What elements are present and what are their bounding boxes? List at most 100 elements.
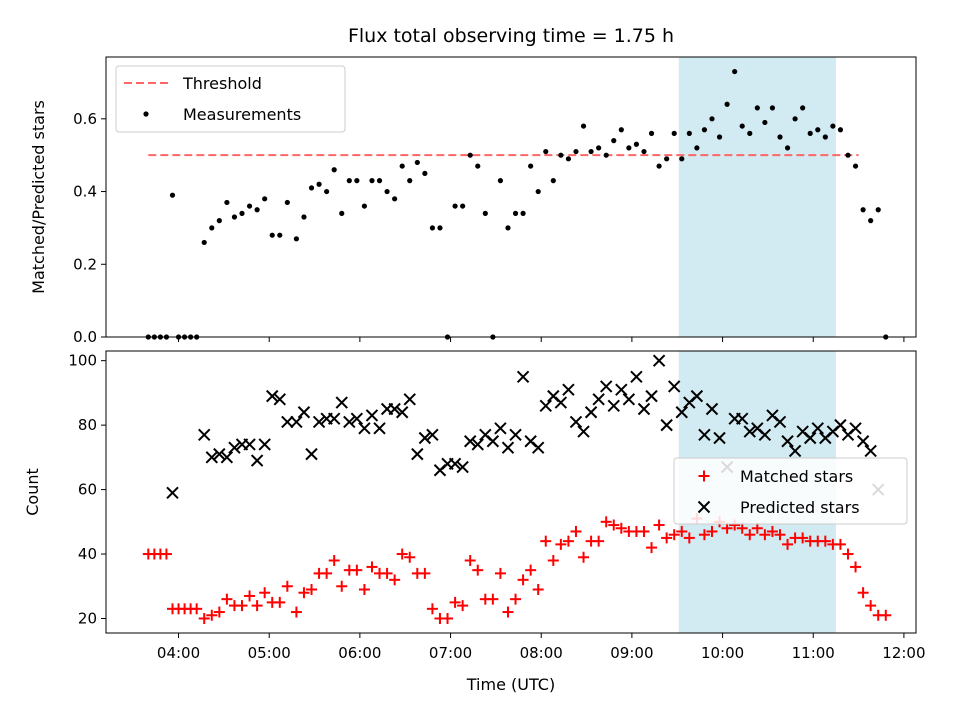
cross-b: [228, 441, 241, 454]
cross-b: [834, 418, 847, 432]
cross-b: [250, 454, 264, 467]
measurement-point: [558, 152, 564, 158]
matched-star-point: [487, 593, 499, 605]
measurement-point: [224, 199, 230, 206]
cross-b: [856, 435, 870, 448]
cross-b: [358, 422, 371, 435]
bottom-legend: Matched stars Predicted stars: [673, 457, 908, 525]
measurement-point: [603, 152, 609, 158]
predicted-star-point: [290, 415, 303, 429]
predicted-star-point: [350, 412, 364, 425]
measurement-point: [822, 134, 828, 140]
predicted-star-point: [660, 418, 673, 432]
predicted-star-point: [864, 444, 877, 458]
measurement-point: [209, 225, 215, 231]
measurement-point: [361, 203, 368, 209]
cross-b: [554, 396, 568, 409]
legend-measurement-label: Measurements: [183, 105, 301, 124]
matched-star-point: [646, 542, 658, 554]
matched-star-point: [819, 535, 831, 547]
matched-star-point: [419, 567, 431, 579]
predicted-star-point: [811, 422, 824, 435]
predicted-star-point: [584, 406, 598, 419]
x-tick-label: 07:00: [429, 644, 472, 662]
predicted-star-point: [615, 383, 628, 396]
matched-star-point: [721, 522, 733, 534]
cross-b: [297, 406, 311, 419]
measurement-point: [875, 207, 881, 213]
cross-b: [697, 500, 711, 514]
predicted-star-point: [698, 428, 711, 442]
matched-star-point: [562, 535, 574, 547]
cross-b: [751, 422, 764, 435]
matched-star-point: [464, 554, 476, 566]
measurement-point: [316, 181, 322, 187]
predicted-star-point: [637, 402, 651, 416]
matched-star-point: [766, 525, 778, 537]
predicted-star-point: [494, 422, 507, 435]
cross-b: [652, 354, 666, 367]
cross-b: [220, 451, 234, 464]
predicted-star-point: [258, 438, 271, 451]
measurement-point: [762, 119, 768, 126]
measurement-point: [407, 178, 413, 184]
predicted-star-point: [343, 415, 356, 429]
cross-b: [373, 422, 386, 435]
measurement-point: [505, 225, 511, 231]
cross-b: [395, 406, 409, 419]
matched-star-point: [244, 590, 256, 602]
measurement-point: [611, 138, 617, 144]
y-tick-label: 60: [78, 481, 97, 499]
cross-b: [213, 447, 226, 461]
measurement-point: [641, 148, 647, 155]
measurement-point: [535, 188, 541, 195]
measurement-point: [588, 148, 594, 155]
cross-b: [411, 447, 424, 461]
measurement-point: [679, 156, 685, 162]
predicted-star-point: [471, 438, 484, 451]
x-tick-label: 12:00: [882, 644, 925, 662]
predicted-star-point: [388, 402, 401, 416]
predicted-star-point: [266, 389, 279, 403]
cross-b: [205, 451, 218, 464]
cross-b: [788, 444, 802, 458]
matched-star-point: [472, 564, 484, 576]
matched-star-point: [751, 522, 763, 534]
matched-star-point: [366, 561, 378, 573]
cross-b: [365, 409, 379, 422]
legend-matched-label: Matched stars: [740, 467, 853, 486]
cross-b: [660, 418, 673, 432]
predicted-star-point: [166, 486, 179, 500]
matched-star-point: [676, 525, 688, 537]
measurement-point: [293, 236, 300, 242]
measurement-point: [596, 145, 602, 151]
matched-star-point: [668, 529, 680, 541]
predicted-star-point: [205, 451, 218, 464]
measurement-point: [467, 152, 473, 158]
cross-b: [166, 486, 179, 500]
matched-star-point: [615, 522, 627, 534]
cross-b: [698, 428, 711, 442]
y-tick-label: 0.0: [73, 328, 97, 346]
cross-b: [592, 393, 605, 406]
matched-star-point: [321, 567, 333, 579]
measurement-point: [633, 141, 640, 147]
measurement-point: [739, 123, 745, 129]
measurement-point: [868, 218, 874, 224]
measurement-point: [437, 225, 443, 231]
y-tick-label: 20: [78, 609, 97, 627]
x-tick-label: 04:00: [157, 644, 200, 662]
predicted-star-point: [705, 402, 719, 416]
measurement-point: [475, 163, 481, 169]
bottom-y-axis-label: Count: [23, 468, 42, 516]
bottom-axes-frame: [105, 350, 917, 634]
measurement-point: [231, 214, 238, 220]
matched-star-point: [160, 548, 172, 560]
predicted-star-point: [365, 409, 379, 422]
predicted-star-point: [599, 380, 613, 393]
cross-b: [281, 415, 294, 429]
matched-star-point: [251, 600, 263, 612]
predicted-star-point: [418, 431, 432, 445]
cross-b: [804, 431, 817, 445]
